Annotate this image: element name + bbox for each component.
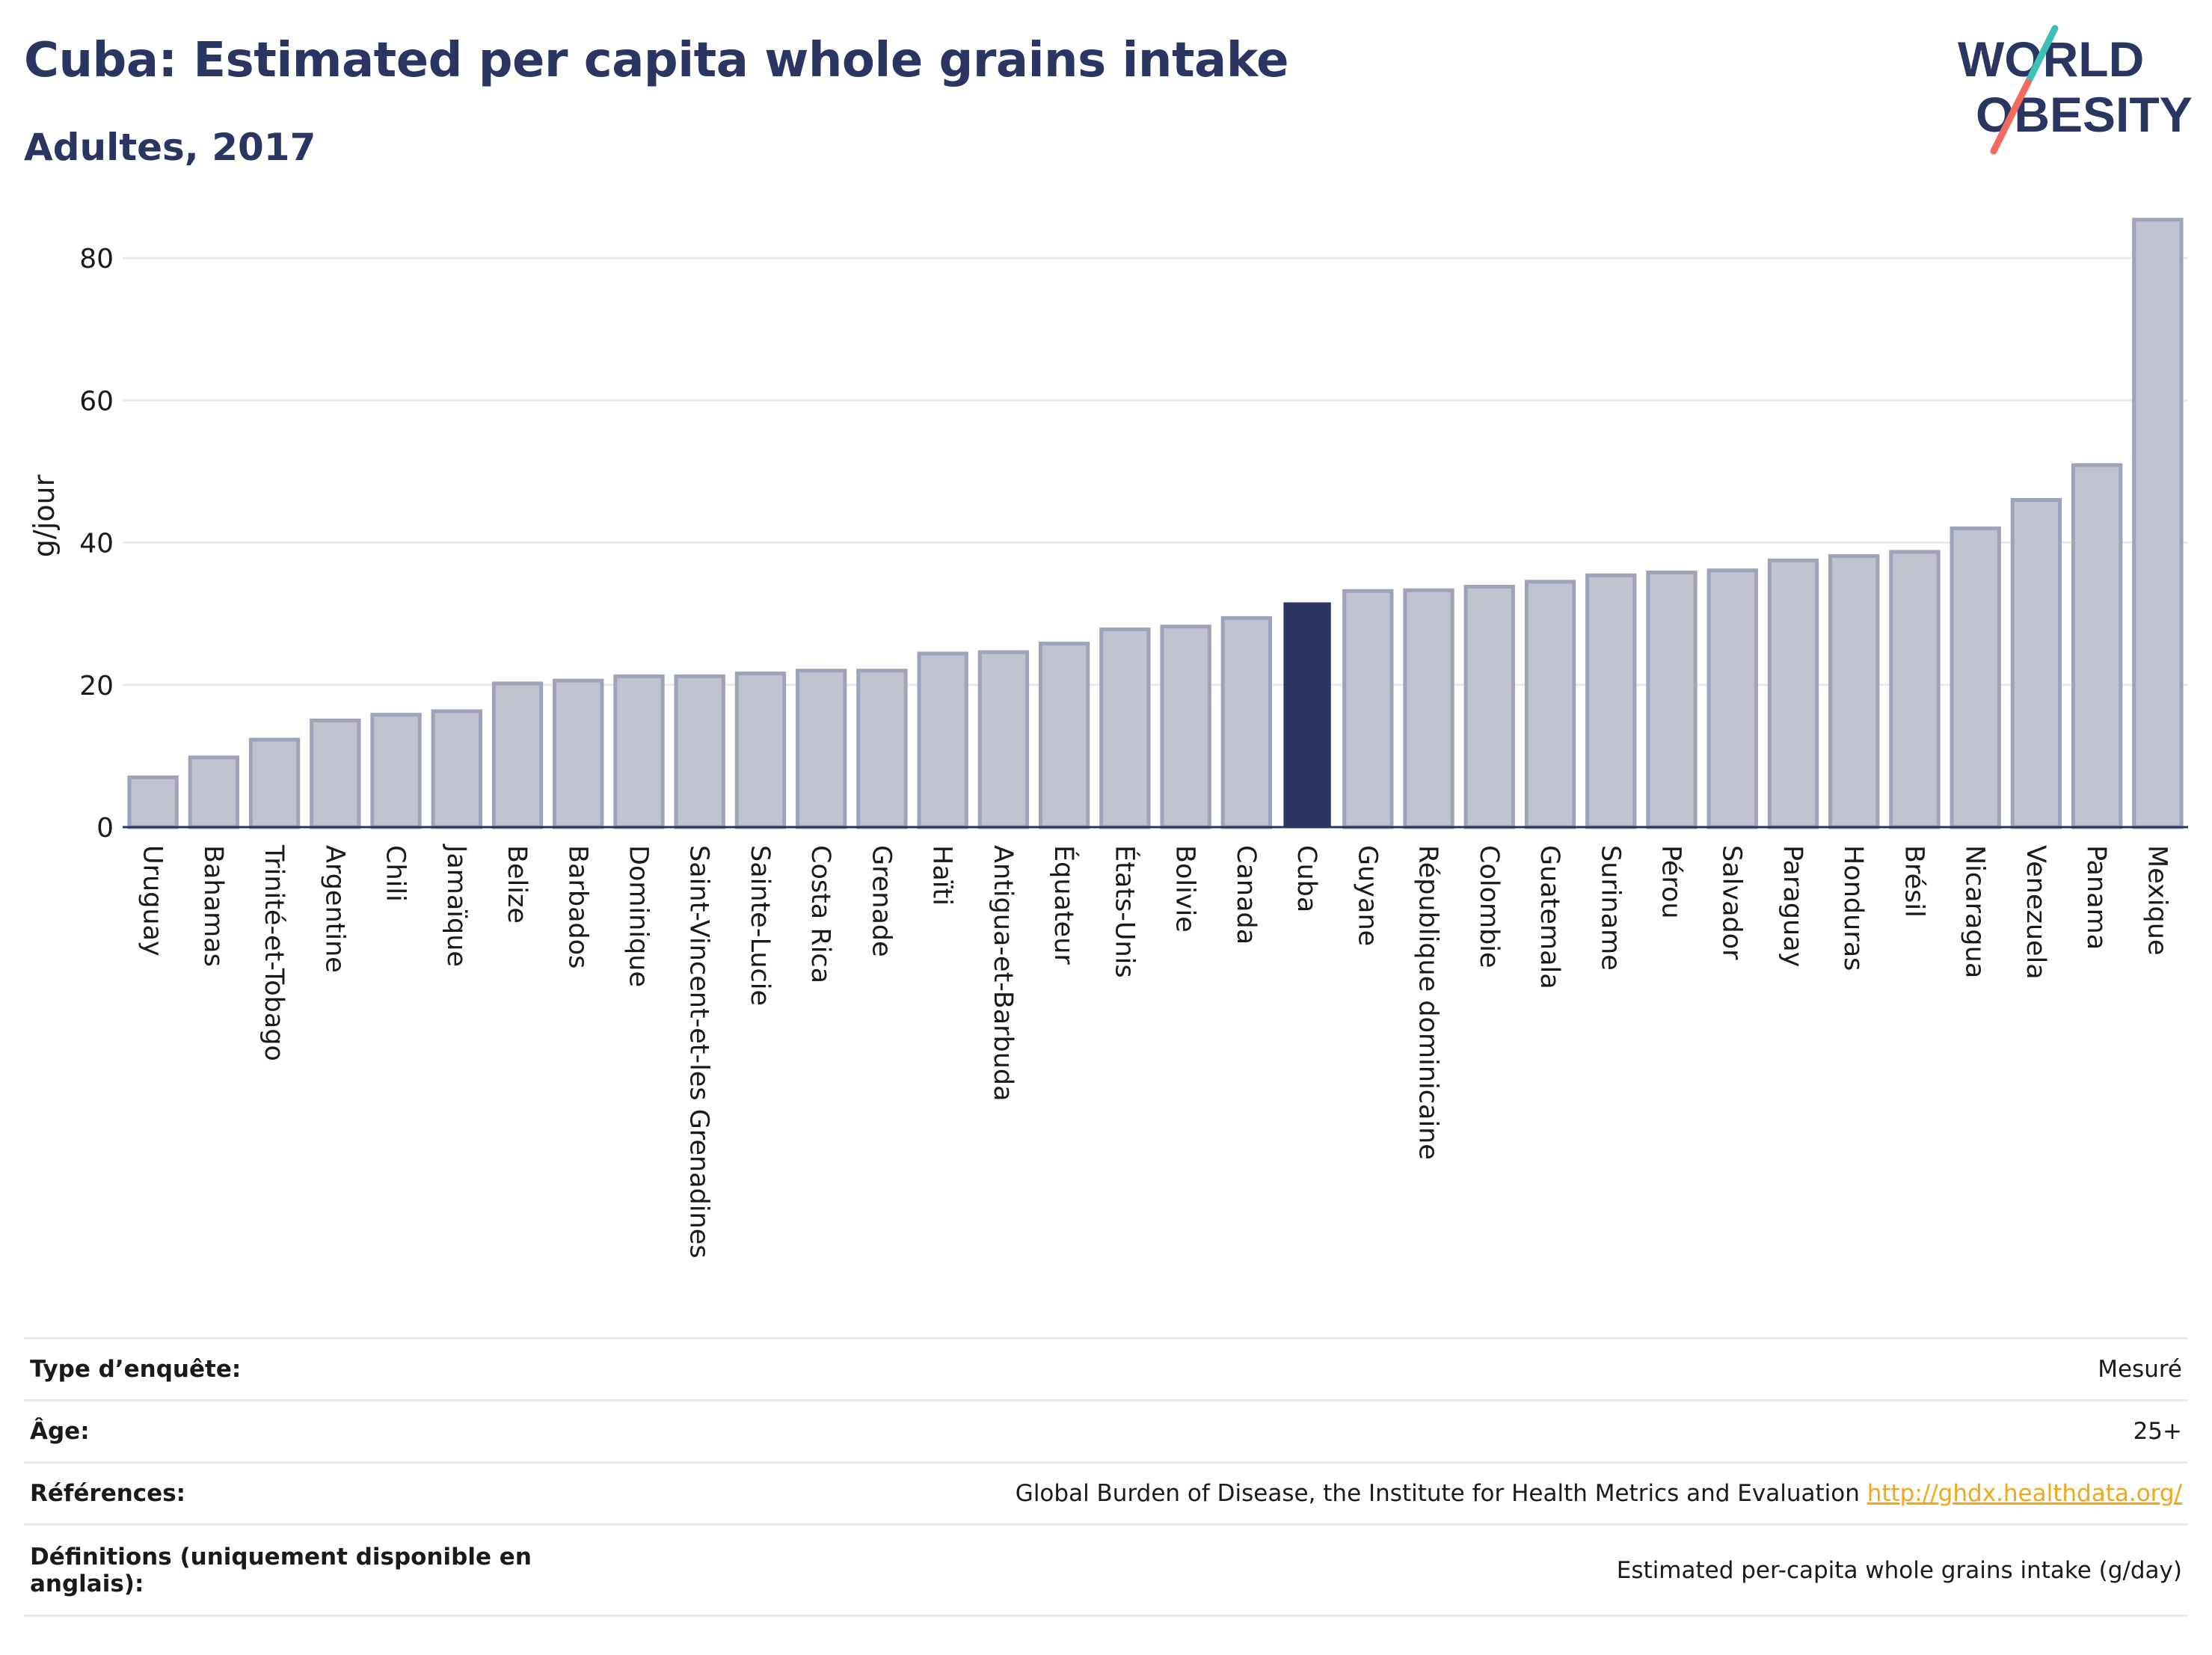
bar (734, 672, 787, 829)
bar (1706, 568, 1758, 829)
y-tick-label: 20 (79, 671, 114, 701)
x-tick-label: Brésil (1899, 845, 1929, 918)
age-value: 25+ (559, 1399, 2188, 1463)
x-tick-label: États-Unis (1109, 845, 1140, 978)
y-axis-label: g/jour (28, 474, 61, 557)
bar (1767, 558, 1819, 829)
x-tick-label: Nicaragua (1960, 845, 1990, 978)
x-tick-label: Costa Rica (805, 845, 835, 983)
x-tick-label: Barbados (562, 845, 592, 968)
bar (1038, 642, 1090, 829)
bar (1342, 589, 1394, 829)
x-tick-label: Panama (2081, 845, 2111, 950)
axes: 0 20 40 60 80 Uruguay Bahamas Trinité-et-Tobago… (79, 244, 2188, 1259)
bar (2010, 497, 2062, 829)
x-tick-label: Saint-Vincent-et-les Grenadines (684, 845, 714, 1259)
y-tick-label: 40 (79, 529, 114, 559)
references-label: Références: (24, 1461, 559, 1525)
bar (977, 650, 1030, 829)
bar (248, 737, 301, 829)
x-tick-label: Jamaïque (441, 844, 471, 967)
chart-title: Cuba: Estimated per capita whole grains … (24, 33, 1288, 88)
bar (1160, 624, 1211, 829)
bar (613, 674, 665, 829)
bars (127, 218, 2184, 829)
x-tick-label: Honduras (1838, 845, 1868, 971)
world-obesity-logo: WORLD OBESITY (1958, 25, 2193, 155)
bar (2071, 463, 2123, 829)
bar (370, 713, 422, 829)
references-text: Global Burden of Disease, the Institute … (1015, 1480, 1860, 1507)
x-tick-label: Mexique (2142, 845, 2172, 956)
x-tick-label: Uruguay (138, 845, 168, 957)
x-tick-label: Suriname (1595, 845, 1625, 971)
bar (127, 775, 179, 829)
x-tick-label: Cuba (1291, 845, 1321, 912)
bar-chart: 0 20 40 60 80 Uruguay Bahamas Trinité-et-Tobago… (28, 218, 2188, 1259)
bar (310, 718, 361, 829)
x-tick-label: Salvador (1717, 845, 1747, 960)
bar (917, 651, 968, 829)
x-tick-label: Guyane (1352, 845, 1382, 946)
x-tick-label: Argentine (319, 845, 349, 973)
bar (1403, 588, 1454, 829)
logo-slash-coral (1990, 79, 2032, 155)
x-tick-label: Pérou (1656, 845, 1686, 919)
bar (1889, 550, 1941, 829)
bar (1585, 573, 1637, 829)
references-value: Global Burden of Disease, the Institute … (559, 1461, 2188, 1525)
bar (856, 669, 908, 829)
survey-type-value: Mesuré (559, 1337, 2188, 1401)
bar (188, 755, 240, 829)
age-label: Âge: (24, 1399, 559, 1463)
bar (1828, 554, 1880, 829)
bar (431, 709, 482, 829)
definitions-label: Définitions (uniquement disponible en an… (24, 1523, 559, 1617)
info-row-age: Âge: 25+ (24, 1399, 2188, 1463)
x-tick-label: Bahamas (198, 845, 228, 967)
survey-type-label: Type d’enquête: (24, 1337, 559, 1401)
bar (1646, 571, 1698, 829)
y-tick-label: 80 (79, 244, 114, 274)
x-tick-label: Belize (502, 845, 532, 924)
x-tick-label: Grenade (866, 845, 896, 957)
info-row-references: Références: Global Burden of Disease, th… (24, 1461, 2188, 1525)
bar (1463, 585, 1515, 829)
info-table: Type d’enquête: Mesuré Âge: 25+ Référenc… (24, 1337, 2188, 1617)
definitions-value: Estimated per-capita whole grains intake… (559, 1523, 2188, 1617)
bar (674, 674, 725, 829)
bar (796, 669, 847, 829)
bar (491, 681, 544, 829)
bar (1099, 627, 1151, 829)
bar (553, 678, 604, 829)
chart-subtitle: Adultes, 2017 (24, 126, 316, 169)
x-tick-label: Guatemala (1534, 845, 1564, 989)
x-tick-label: Paraguay (1778, 845, 1807, 967)
info-row-definitions: Définitions (uniquement disponible en an… (24, 1523, 2188, 1617)
y-tick-label: 0 (96, 813, 114, 844)
bar (1950, 526, 2001, 829)
bar-highlight (1283, 602, 1331, 827)
x-tick-label: Dominique (624, 845, 654, 987)
x-tick-label: Venezuela (2021, 845, 2050, 980)
y-tick-label: 60 (79, 386, 114, 417)
x-tick-label: Équateur (1048, 845, 1080, 965)
bar (2132, 218, 2184, 829)
x-tick-label: République dominicaine (1413, 845, 1443, 1160)
x-tick-label: Chili (381, 845, 411, 902)
info-row-survey: Type d’enquête: Mesuré (24, 1337, 2188, 1401)
x-tick-label: Colombie (1474, 845, 1504, 968)
bar (1220, 615, 1273, 829)
bar (1524, 580, 1576, 829)
x-tick-label: Bolivie (1170, 845, 1200, 933)
x-tick-label: Sainte-Lucie (745, 845, 775, 1006)
x-tick-label: Haïti (927, 845, 957, 906)
x-tick-label: Antigua-et-Barbuda (988, 845, 1018, 1102)
x-tick-label: Trinité-et-Tobago (259, 844, 289, 1061)
logo-slash-teal (2024, 25, 2059, 86)
references-link[interactable]: http://ghdx.healthdata.org/ (1867, 1480, 2182, 1507)
x-tick-label: Canada (1231, 845, 1261, 945)
